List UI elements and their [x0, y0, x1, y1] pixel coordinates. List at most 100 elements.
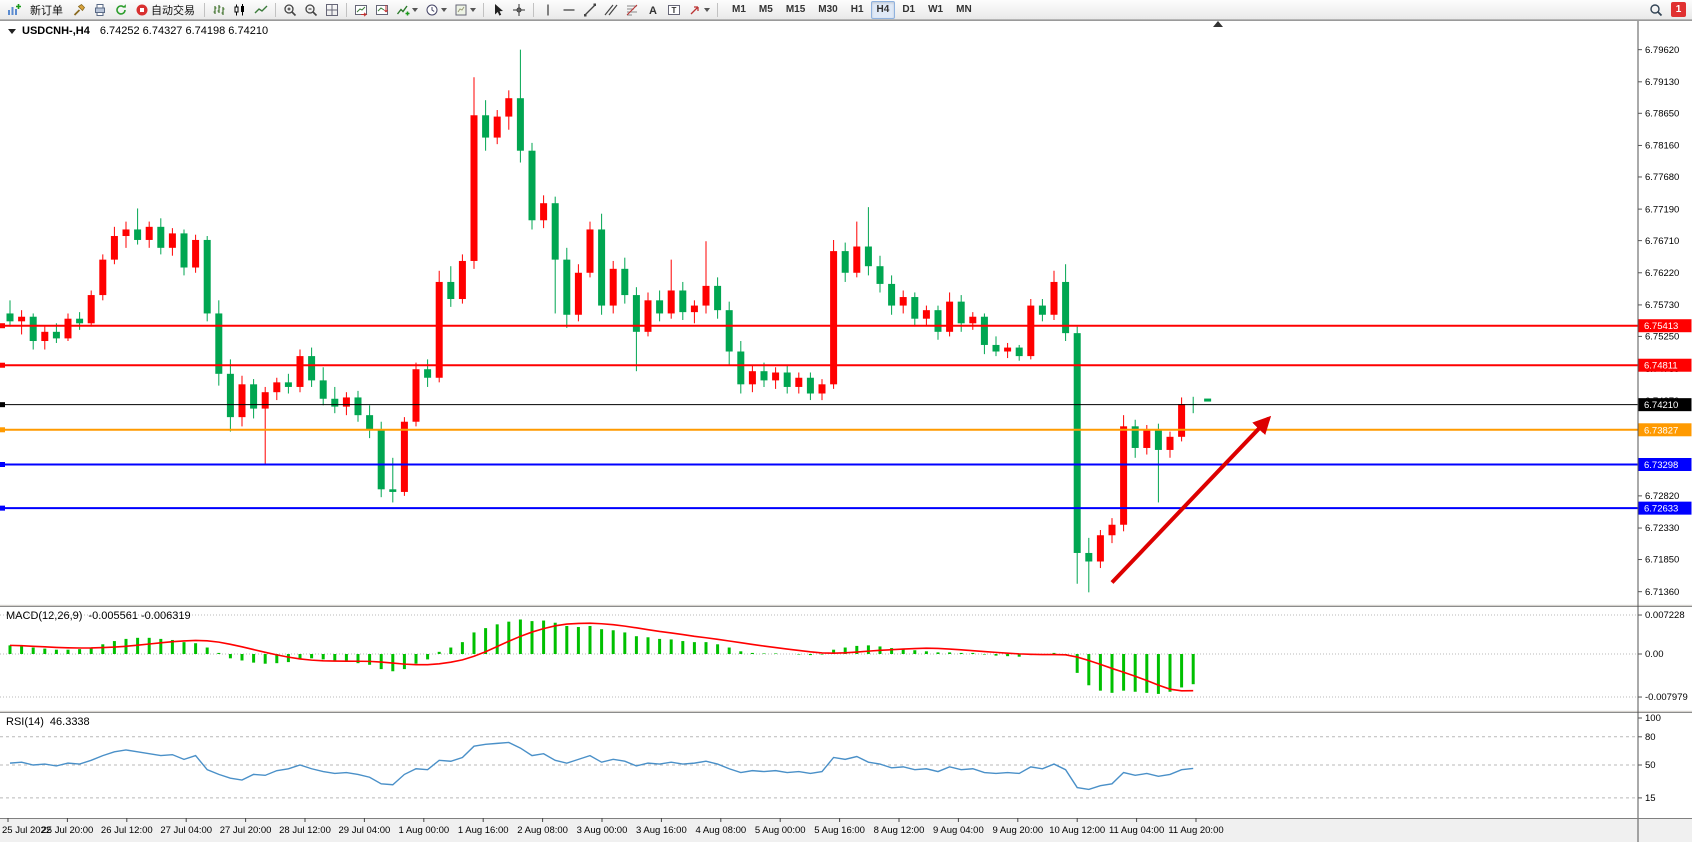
chart-background: [0, 20, 1692, 842]
print-button[interactable]: [90, 1, 110, 19]
line-chart-icon: [254, 5, 268, 13]
timeframe-m5-button[interactable]: M5: [758, 4, 773, 15]
new-chart-icon: [8, 3, 21, 15]
svg-text:6.72330: 6.72330: [1645, 523, 1679, 534]
trend-arrow[interactable]: [1110, 415, 1272, 584]
fibonacci-button[interactable]: [622, 1, 642, 19]
indicators-caret-icon: [412, 7, 418, 12]
toolbar-right-group: 1: [1646, 1, 1688, 19]
chart-shift-button[interactable]: [372, 1, 392, 19]
svg-text:6.71850: 6.71850: [1645, 555, 1679, 566]
svg-text:6.76710: 6.76710: [1645, 236, 1679, 247]
tile-windows-button[interactable]: [322, 1, 342, 19]
svg-text:3 Aug 00:00: 3 Aug 00:00: [577, 825, 628, 836]
svg-text:27 Jul 04:00: 27 Jul 04:00: [160, 825, 212, 836]
timeframe-d1-button[interactable]: D1: [902, 4, 916, 15]
zoom-out-icon: [305, 3, 318, 16]
bar-chart-icon: [213, 4, 225, 15]
chart-menu-icon[interactable]: [8, 28, 16, 34]
toolbar-separator: [533, 2, 534, 17]
horizontal-lines: [0, 323, 1638, 511]
arrows-tool-button[interactable]: [685, 1, 713, 19]
svg-text:1 Aug 00:00: 1 Aug 00:00: [398, 825, 449, 836]
line-chart-button[interactable]: [251, 1, 271, 19]
arrows-tool-icon: [690, 5, 699, 14]
chart-shift-icon: [376, 4, 388, 15]
pane-separator[interactable]: [0, 710, 1692, 713]
time-axis-strip: [0, 818, 1692, 842]
price-tag: [1638, 358, 1692, 372]
toolbar-separator: [717, 2, 718, 17]
bar-chart-button[interactable]: [209, 1, 229, 19]
text-label-button[interactable]: T: [664, 1, 684, 19]
new-order-button[interactable]: 新订单: [25, 1, 68, 19]
channel-button[interactable]: [601, 1, 621, 19]
periods-button[interactable]: [422, 1, 450, 19]
zoom-out-button[interactable]: [301, 1, 321, 19]
timeframe-toolbar: M1 M5 M15 M30 H1 H4 D1 W1 MN: [726, 0, 978, 19]
new-order-label: 新订单: [30, 4, 63, 17]
svg-text:11 Aug 04:00: 11 Aug 04:00: [1109, 825, 1164, 836]
svg-text:6.73298: 6.73298: [1644, 460, 1678, 471]
zoom-in-button[interactable]: [280, 1, 300, 19]
pane-separator[interactable]: [0, 604, 1692, 607]
svg-text:6.78160: 6.78160: [1645, 141, 1679, 152]
crosshair-icon: [513, 3, 525, 16]
timeframe-h1-button[interactable]: H1: [850, 4, 864, 15]
autotrading-label: 自动交易: [151, 4, 195, 17]
refresh-button[interactable]: [111, 1, 131, 19]
svg-text:6.75413: 6.75413: [1644, 321, 1678, 332]
chart-window-title: USDCNH-,H4 6.74252 6.74327 6.74198 6.742…: [8, 25, 268, 37]
scroll-end-marker[interactable]: [1213, 21, 1223, 27]
notification-badge[interactable]: 1: [1671, 2, 1686, 17]
svg-text:0.00: 0.00: [1645, 649, 1664, 660]
candlestick-chart-icon: [234, 3, 244, 15]
svg-text:6.74210: 6.74210: [1644, 400, 1678, 411]
svg-text:6.79620: 6.79620: [1645, 45, 1679, 56]
price-tag: [1638, 501, 1692, 515]
timeframe-m15-button[interactable]: M15: [785, 4, 806, 15]
templates-button[interactable]: [451, 1, 479, 19]
templates-icon: [455, 4, 467, 15]
candlestick-chart-button[interactable]: [230, 1, 250, 19]
svg-text:6.73827: 6.73827: [1644, 425, 1678, 436]
svg-text:2 Aug 08:00: 2 Aug 08:00: [517, 825, 568, 836]
clock-icon: [426, 4, 438, 15]
svg-text:1 Aug 16:00: 1 Aug 16:00: [458, 825, 509, 836]
vertical-line-button[interactable]: [538, 1, 558, 19]
trendline-button[interactable]: [580, 1, 600, 19]
timeframe-h4-button[interactable]: H4: [870, 0, 896, 19]
price-line-anchor: [0, 505, 5, 511]
indicators-button[interactable]: [393, 1, 421, 19]
timeframe-m1-button[interactable]: M1: [732, 4, 746, 15]
rsi-name-label: RSI(14): [6, 716, 44, 728]
channel-icon: [604, 4, 618, 15]
crosshair-button[interactable]: [509, 1, 529, 19]
search-button[interactable]: [1646, 1, 1666, 19]
new-chart-button[interactable]: [4, 1, 24, 19]
svg-text:6.74811: 6.74811: [1644, 361, 1678, 372]
svg-text:6.77680: 6.77680: [1645, 172, 1679, 183]
svg-text:6.76220: 6.76220: [1645, 268, 1679, 279]
horizontal-line-button[interactable]: [559, 1, 579, 19]
toolbar-separator: [204, 2, 205, 17]
svg-text:6.75250: 6.75250: [1645, 332, 1679, 343]
timeframe-w1-button[interactable]: W1: [928, 4, 944, 15]
svg-text:0.007228: 0.007228: [1645, 610, 1685, 621]
price-line-anchor: [0, 462, 5, 468]
timeframe-m30-button[interactable]: M30: [818, 4, 838, 15]
text-button[interactable]: A: [643, 1, 663, 19]
svg-text:29 Jul 04:00: 29 Jul 04:00: [339, 825, 391, 836]
price-tag: [1638, 423, 1692, 437]
price-line-anchor: [0, 402, 5, 408]
price-line-anchor: [0, 427, 5, 433]
cursor-button[interactable]: [488, 1, 508, 19]
macd-histogram: [8, 619, 1195, 694]
hammer-button[interactable]: [69, 1, 89, 19]
toolbar-separator: [483, 2, 484, 17]
autotrading-button[interactable]: 自动交易: [132, 1, 200, 19]
auto-scroll-button[interactable]: [351, 1, 371, 19]
timeframe-mn-button[interactable]: MN: [956, 4, 972, 15]
